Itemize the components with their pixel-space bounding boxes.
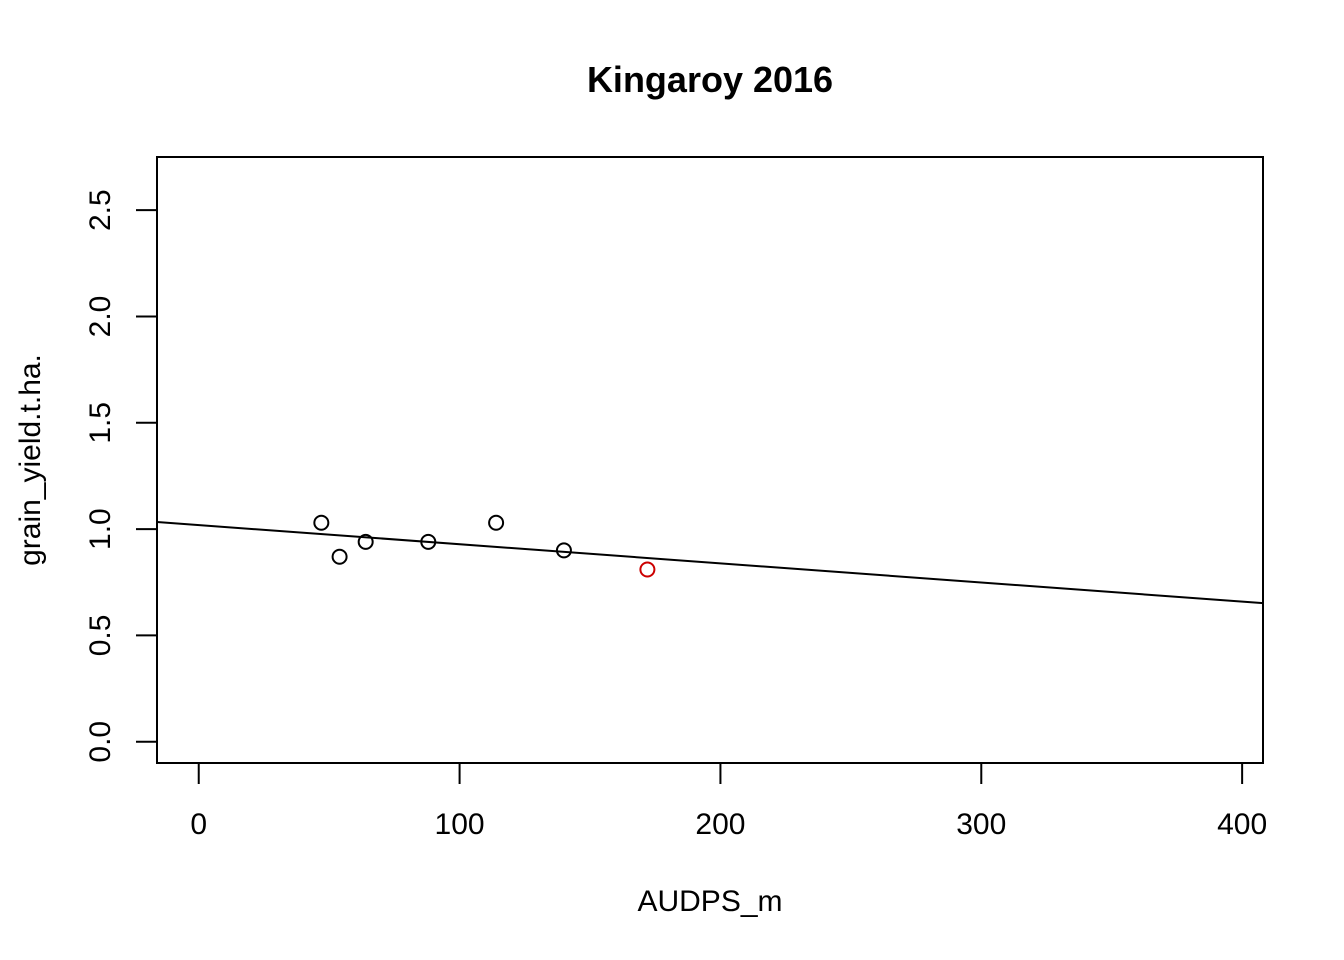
y-tick-label: 2.5: [84, 189, 117, 231]
regression-line: [156, 521, 1264, 605]
data-point: [555, 542, 572, 559]
data-point: [313, 514, 330, 531]
x-tick-label: 400: [1217, 808, 1267, 841]
x-tick-label: 100: [435, 808, 485, 841]
chart-title: Kingaroy 2016: [587, 59, 833, 100]
plot-area: [156, 156, 1264, 764]
y-tick-label: 0.5: [84, 615, 117, 657]
data-point: [331, 548, 348, 565]
data-point: [488, 514, 505, 531]
x-tick-label: 0: [190, 808, 207, 841]
y-tick-label: 2.0: [84, 296, 117, 338]
x-tick-label: 200: [695, 808, 745, 841]
data-point: [420, 533, 437, 550]
y-axis: 0.0 0.5 1.0 1.5 2.0 2.5: [84, 189, 158, 763]
x-axis-title: AUDPS_m: [637, 885, 782, 918]
x-tick-label: 300: [956, 808, 1006, 841]
y-tick-label: 1.5: [84, 402, 117, 444]
y-axis-title: grain_yield.t.ha.: [14, 354, 47, 566]
x-axis: 0 100 200 300 400: [190, 762, 1267, 841]
data-point: [639, 561, 656, 578]
plot-layer: [156, 514, 1264, 605]
data-point: [357, 533, 374, 550]
y-tick-label: 0.0: [84, 721, 117, 763]
y-tick-label: 1.0: [84, 508, 117, 550]
